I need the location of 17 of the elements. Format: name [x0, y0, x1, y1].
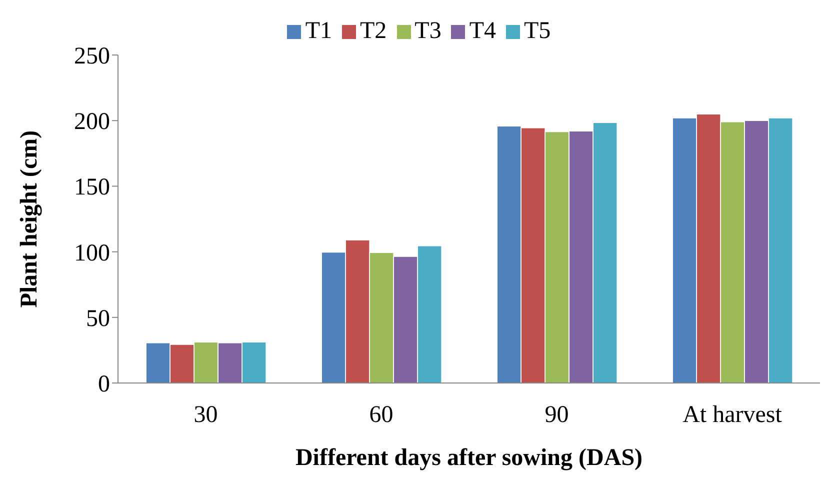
legend-label: T1 [305, 18, 332, 44]
x-tick-label: At harvest [682, 402, 782, 428]
legend-label: T4 [469, 18, 496, 44]
y-tick-label: 250 [74, 44, 110, 70]
legend-label: T3 [414, 18, 442, 44]
y-tick-label: 100 [74, 240, 110, 266]
y-tick-label: 200 [74, 109, 110, 136]
y-axis-title: Plant height (cm) [16, 130, 43, 308]
y-tick-label: 150 [74, 174, 110, 201]
y-tick-label: 0 [98, 372, 110, 398]
legend-label: T5 [524, 18, 551, 44]
x-tick-label: 30 [194, 402, 218, 428]
x-axis-title: Different days after sowing (DAS) [295, 445, 643, 471]
x-tick-label: 60 [369, 402, 394, 428]
y-tick-label: 50 [86, 306, 110, 332]
legend-label: T2 [360, 18, 387, 44]
x-tick-label: 90 [544, 402, 569, 428]
